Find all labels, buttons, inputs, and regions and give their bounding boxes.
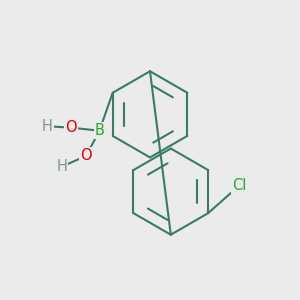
Text: H: H: [42, 119, 53, 134]
Text: B: B: [94, 123, 104, 138]
Text: Cl: Cl: [232, 178, 246, 193]
Text: O: O: [80, 148, 92, 164]
Text: H: H: [57, 159, 68, 174]
Text: O: O: [65, 120, 77, 135]
